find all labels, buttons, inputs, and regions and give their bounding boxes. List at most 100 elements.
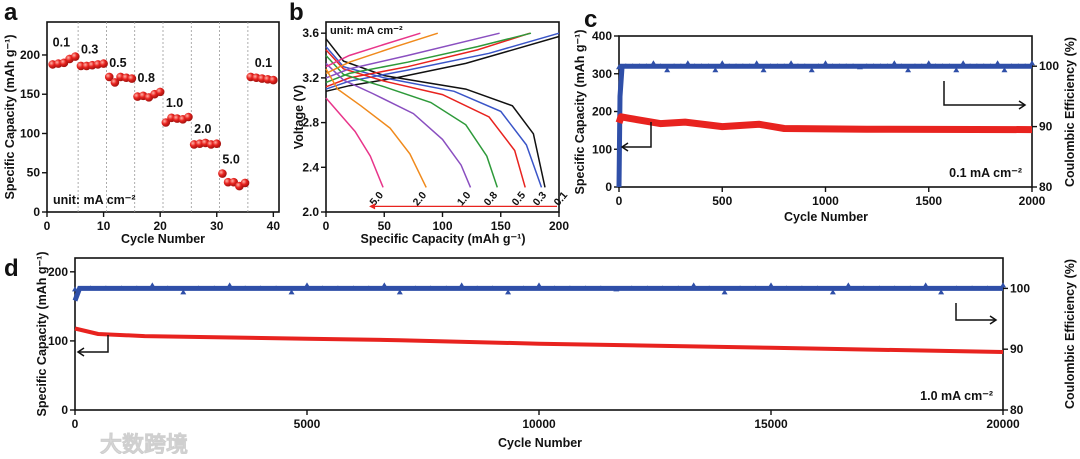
ce-marker xyxy=(1015,63,1022,69)
x-tick-label: 500 xyxy=(712,194,732,208)
ce-marker xyxy=(149,282,156,288)
ce-marker xyxy=(675,285,682,291)
ce-marker xyxy=(907,285,914,291)
ce-marker xyxy=(705,63,712,69)
ce-marker xyxy=(987,63,994,69)
x-tick-label: 20 xyxy=(153,219,167,233)
y-tick-label: 100 xyxy=(592,142,612,156)
ce-marker xyxy=(304,282,310,288)
ce-marker xyxy=(767,63,774,69)
ce-marker xyxy=(898,63,905,69)
coulombic-efficiency-series xyxy=(616,63,1032,188)
discharge-curve xyxy=(325,62,472,188)
ce-marker xyxy=(319,285,326,291)
ce-marker xyxy=(505,289,512,295)
ce-marker xyxy=(180,289,187,295)
ce-marker xyxy=(226,282,233,288)
unit-annotation: unit: mA cm⁻² xyxy=(53,193,136,207)
x-tick-label: 0 xyxy=(44,219,51,233)
x-axis-label: Cycle Number xyxy=(498,436,582,450)
ce-marker xyxy=(938,289,945,295)
ce-marker xyxy=(443,285,450,291)
charge-curve xyxy=(325,32,421,68)
ce-marker xyxy=(994,60,1001,66)
ce-marker xyxy=(712,67,719,73)
ce-marker xyxy=(1008,63,1015,69)
ce-marker xyxy=(164,285,171,291)
y-axis-label: Specific Capacity (mAh g⁻¹) xyxy=(573,30,587,195)
discharge-curve xyxy=(325,68,427,188)
ce-marker xyxy=(195,285,202,291)
ce-marker xyxy=(794,63,801,69)
ce-marker xyxy=(733,63,740,69)
ce-marker xyxy=(737,285,744,291)
ce-marker xyxy=(891,60,898,66)
ce-marker xyxy=(671,63,678,69)
ce-marker xyxy=(860,285,867,291)
ce-marker xyxy=(746,63,753,69)
ce-marker xyxy=(980,63,987,69)
coulombic-efficiency-series xyxy=(72,285,1003,302)
y-tick-label: 200 xyxy=(48,265,68,279)
ce-marker xyxy=(788,60,795,66)
y-tick-label: 2.4 xyxy=(302,160,319,174)
panel-label-b: b xyxy=(289,0,304,26)
rate-label: 0.1 xyxy=(552,189,571,208)
ce-marker xyxy=(365,285,372,291)
ce-marker xyxy=(739,63,746,69)
rate-annotation: 0.1 mA cm⁻² xyxy=(949,166,1022,180)
ce-marker xyxy=(520,285,527,291)
ce-marker xyxy=(102,285,109,291)
rate-label: 0.1 xyxy=(255,56,272,70)
y2-tick-label: 80 xyxy=(1039,180,1053,194)
ce-marker xyxy=(334,285,341,291)
panel-b: 0 50 100 150 200 2.0 2.4 2.8 3.2 3.6 Specific Capa… xyxy=(292,21,571,246)
ce-marker xyxy=(876,285,883,291)
rate-label: 0.1 xyxy=(53,36,70,50)
ce-marker xyxy=(939,63,946,69)
ce-marker xyxy=(905,67,912,73)
ce-marker xyxy=(829,63,836,69)
ce-marker xyxy=(960,60,967,66)
y2-tick-label: 100 xyxy=(1010,281,1030,295)
x-tick-label: 1500 xyxy=(915,194,942,208)
y2-axis-label: Coulombic Efficiency (%) xyxy=(1063,37,1077,187)
ce-marker xyxy=(381,282,388,288)
data-point xyxy=(161,118,171,127)
ce-marker xyxy=(350,285,357,291)
charge-curve xyxy=(325,35,560,93)
discharge-curve xyxy=(325,97,384,188)
y-tick-label: 300 xyxy=(592,67,612,81)
x-tick-label: 1000 xyxy=(812,194,839,208)
data-point xyxy=(212,139,222,148)
ce-marker xyxy=(719,60,726,66)
y-axis-label: Specific Capacity (mAh g⁻¹) xyxy=(3,35,17,200)
ce-marker xyxy=(706,285,713,291)
x-axis-label: Cycle Number xyxy=(784,210,868,224)
data-point xyxy=(104,72,114,82)
ce-marker xyxy=(1000,282,1006,288)
x-tick-label: 10 xyxy=(97,219,111,233)
ce-marker xyxy=(781,63,788,69)
ce-marker xyxy=(636,63,643,69)
y-tick-label: 100 xyxy=(48,334,68,348)
ce-marker xyxy=(969,285,976,291)
ce-marker xyxy=(427,285,434,291)
ce-marker xyxy=(288,289,295,295)
x-tick-label: 10000 xyxy=(522,417,556,431)
y-tick-label: 200 xyxy=(592,105,612,119)
ce-marker xyxy=(850,63,857,69)
ce-marker xyxy=(628,285,635,291)
ce-marker xyxy=(932,63,939,69)
right-axis-arrow-icon xyxy=(943,81,1025,106)
rate-label: 2.0 xyxy=(411,189,430,208)
ce-marker xyxy=(684,60,691,66)
x-axis-label: Specific Capacity (mAh g⁻¹) xyxy=(361,232,526,246)
ce-marker xyxy=(752,285,759,291)
panel-label-d: d xyxy=(4,255,19,282)
panel-c: 0 500 1000 1500 2000 0 100 200 300 400 80 90 100 Cycl… xyxy=(573,29,1077,224)
x-tick-label: 0 xyxy=(323,219,330,233)
charge-curve xyxy=(325,32,560,90)
ce-marker xyxy=(801,63,808,69)
